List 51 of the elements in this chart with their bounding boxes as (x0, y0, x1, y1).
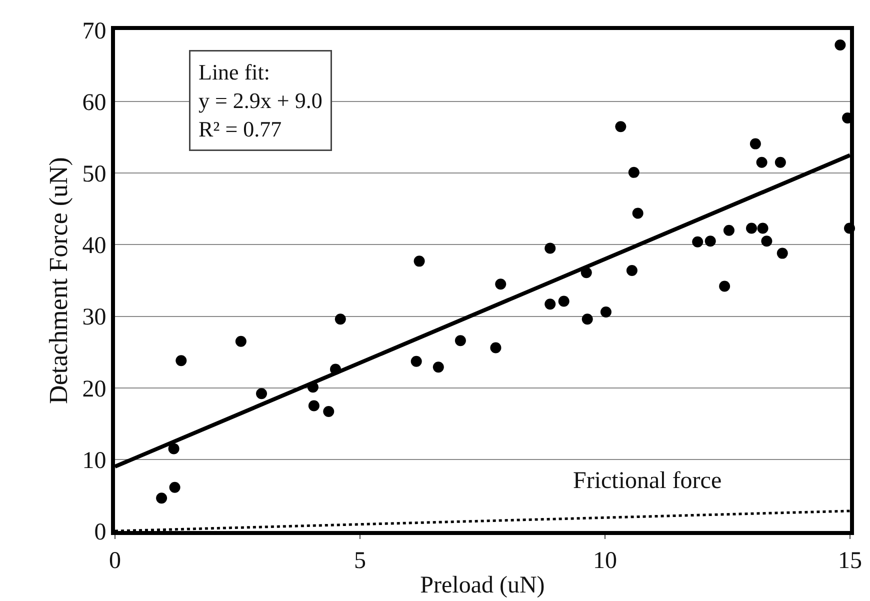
point (761, 236, 772, 247)
point (256, 388, 268, 400)
point (626, 264, 638, 276)
point (582, 314, 593, 325)
point (746, 222, 758, 234)
point (454, 335, 466, 346)
point (495, 278, 506, 290)
point (432, 362, 444, 373)
point (756, 156, 768, 168)
point (719, 280, 730, 292)
x-tick-label: 15 (838, 548, 862, 574)
point (558, 296, 570, 307)
y-tick-label: 60 (82, 90, 106, 116)
y-tick-label: 50 (82, 162, 106, 188)
x-tick-label: 5 (354, 548, 366, 574)
point (600, 306, 612, 318)
point (834, 40, 846, 51)
point (308, 400, 320, 412)
point (235, 336, 246, 347)
point (323, 406, 334, 417)
point (628, 166, 640, 178)
point (692, 236, 704, 248)
y-axis-title: Detachment Force (uN) (44, 157, 74, 404)
point (615, 121, 626, 132)
y-tick-label: 40 (82, 233, 106, 260)
point (414, 256, 425, 267)
point (750, 138, 761, 150)
point (334, 314, 346, 325)
point (704, 236, 716, 247)
point (774, 156, 786, 168)
point (757, 222, 768, 234)
x-tick-label: 10 (593, 548, 617, 574)
point (490, 342, 502, 354)
point (723, 224, 734, 236)
point (169, 482, 180, 493)
y-tick-label: 0 (94, 519, 106, 546)
point (544, 298, 556, 310)
y-tick-label: 10 (82, 448, 106, 474)
x-axis-title: Preload (uN) (420, 572, 545, 599)
y-tick-label: 70 (82, 18, 106, 44)
point (168, 443, 180, 454)
point (156, 492, 168, 504)
annotation: Line fit: y = 2.9x + 9.0 R² = 0.77 (198, 60, 322, 142)
point (544, 242, 556, 254)
point (176, 355, 187, 366)
point (410, 356, 422, 367)
y-tick-label: 30 (82, 304, 106, 331)
y-tick-label: 20 (82, 376, 106, 402)
annotation: Frictional force (573, 468, 722, 494)
point (632, 208, 644, 219)
point (776, 248, 788, 259)
